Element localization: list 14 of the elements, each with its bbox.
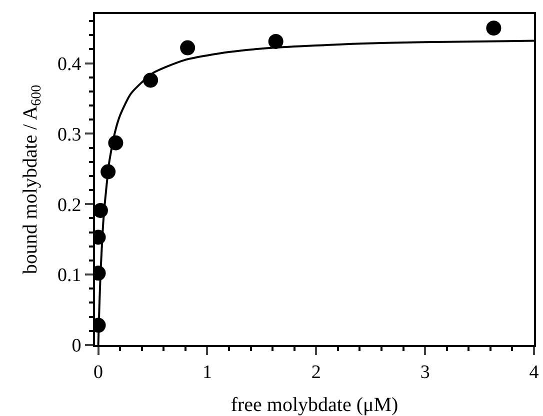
x-tick-label: 2 <box>311 362 321 383</box>
y-tick-label: 0.2 <box>57 194 82 216</box>
y-tick-label: 0.4 <box>57 54 82 75</box>
y-tick-label: 0.1 <box>57 265 82 286</box>
y-tick-label: 0 <box>72 336 82 357</box>
x-tick-label: 3 <box>420 362 430 383</box>
x-tick-label: 1 <box>202 362 212 383</box>
point <box>180 40 196 56</box>
x-axis-title: free molybdate (μM) <box>230 394 398 416</box>
point <box>486 20 502 36</box>
point <box>268 34 284 49</box>
x-tick-label: 4 <box>529 362 540 383</box>
y-tick-label: 0.3 <box>57 124 82 146</box>
x-tick-label: 0 <box>94 362 104 383</box>
